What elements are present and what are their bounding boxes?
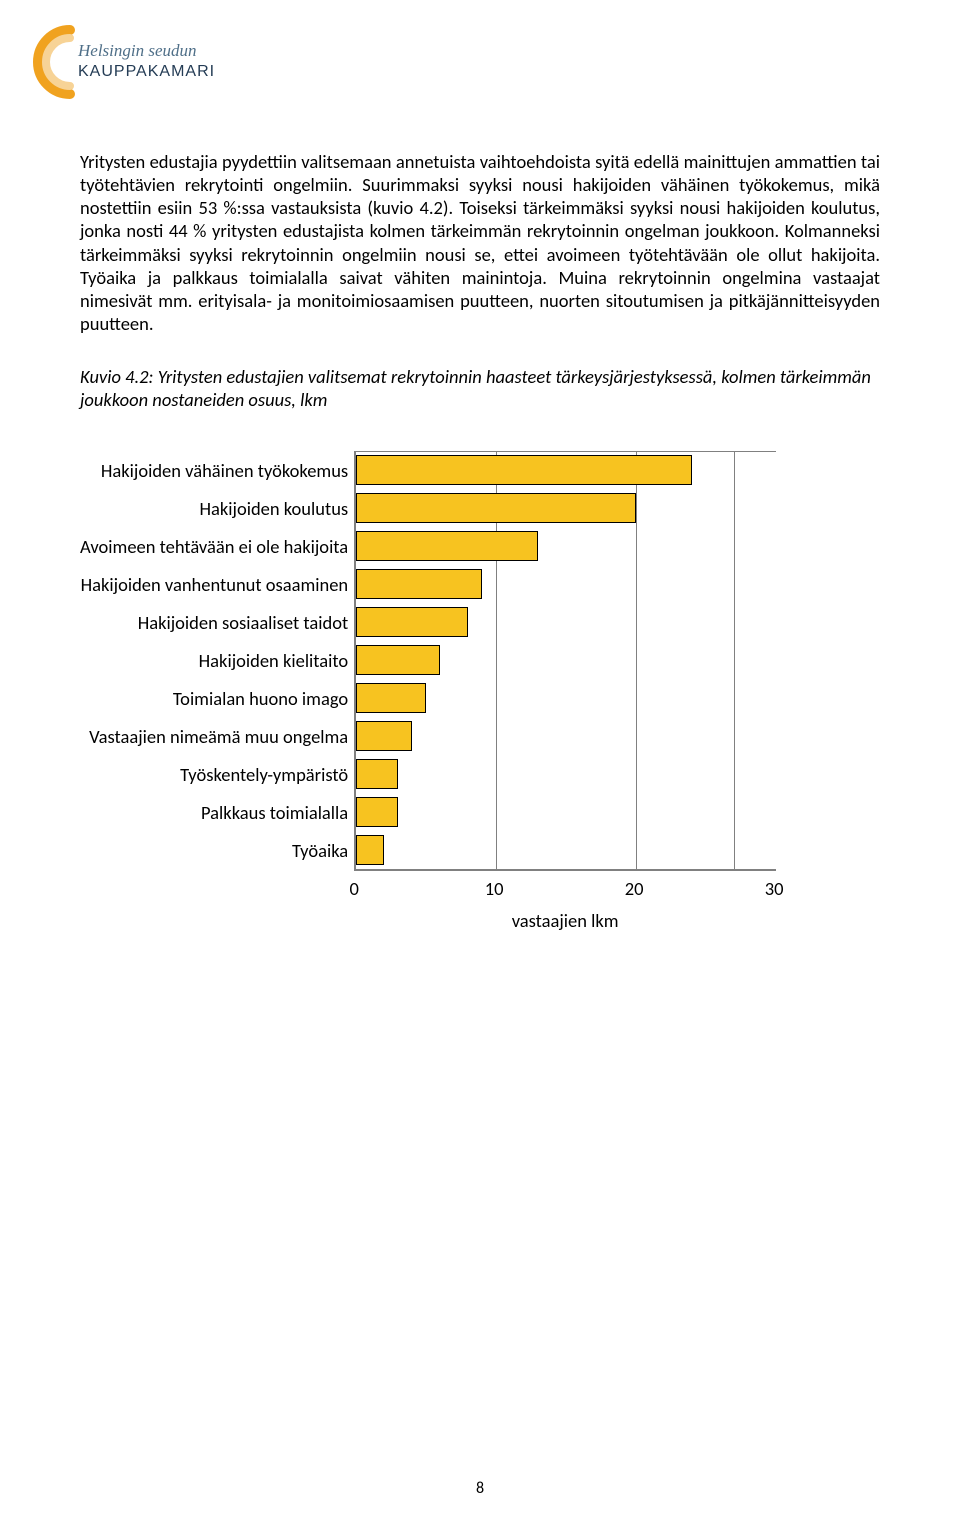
logo-text-top: Helsingin seudun	[77, 41, 197, 60]
logo-arc-inner	[46, 38, 70, 86]
chart-bar	[356, 797, 398, 827]
chart-y-label: Toimialan huono imago	[80, 679, 354, 717]
logo: Helsingin seudun KAUPPAKAMARI	[22, 22, 262, 102]
chart-frame-top	[356, 451, 776, 452]
chart-y-label: Avoimeen tehtävään ei ole hakijoita	[80, 527, 354, 565]
chart-y-label: Hakijoiden sosiaaliset taidot	[80, 603, 354, 641]
chart-bar	[356, 493, 636, 523]
chart-gridline	[636, 451, 637, 869]
chart-y-label: Työaika	[80, 831, 354, 869]
chart-bar	[356, 683, 426, 713]
chart-frame-right	[734, 451, 735, 869]
chart-x-title: vastaajien lkm	[354, 909, 776, 932]
figure-caption: Kuvio 4.2: Yritysten edustajien valitsem…	[80, 365, 880, 411]
chart-x-tick: 0	[349, 877, 358, 900]
page: Helsingin seudun KAUPPAKAMARI Yritysten …	[0, 0, 960, 1522]
chart-bar	[356, 455, 692, 485]
chart-y-label: Hakijoiden koulutus	[80, 489, 354, 527]
chart-y-label: Työskentely-ympäristö	[80, 755, 354, 793]
chart-bar	[356, 835, 384, 865]
chart-y-label: Hakijoiden kielitaito	[80, 641, 354, 679]
body-paragraph: Yritysten edustajia pyydettiin valitsema…	[80, 150, 880, 335]
chart-y-label: Hakijoiden vähäinen työkokemus	[80, 451, 354, 489]
chart-bar	[356, 569, 482, 599]
chart-bar	[356, 645, 440, 675]
content: Yritysten edustajia pyydettiin valitsema…	[80, 30, 880, 932]
chart-x-tick: 20	[625, 877, 644, 900]
chart-bar	[356, 531, 538, 561]
chart-x-tick: 10	[485, 877, 504, 900]
chart-y-label: Vastaajien nimeämä muu ongelma	[80, 717, 354, 755]
chart-y-label: Palkkaus toimialalla	[80, 793, 354, 831]
chart-y-labels: Hakijoiden vähäinen työkokemusHakijoiden…	[80, 451, 354, 869]
chart: Hakijoiden vähäinen työkokemusHakijoiden…	[80, 451, 880, 932]
logo-text-bottom: KAUPPAKAMARI	[78, 63, 215, 80]
chart-bar	[356, 759, 398, 789]
chart-plot	[354, 451, 776, 871]
chart-bar	[356, 721, 412, 751]
chart-x-ticks: 0102030	[354, 877, 774, 907]
page-number: 8	[0, 1479, 960, 1498]
chart-bar	[356, 607, 468, 637]
chart-x-tick: 30	[765, 877, 784, 900]
logo-svg: Helsingin seudun KAUPPAKAMARI	[22, 22, 262, 102]
chart-area: 0102030 vastaajien lkm	[354, 451, 776, 932]
chart-y-label: Hakijoiden vanhentunut osaaminen	[80, 565, 354, 603]
